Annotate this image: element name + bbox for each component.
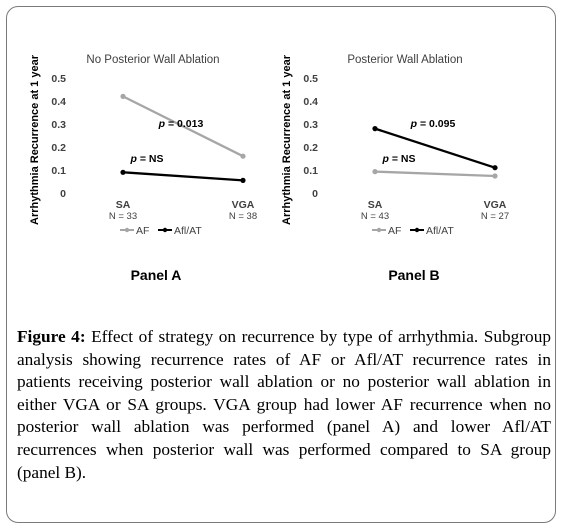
p-value-annotation: p = NS — [130, 153, 164, 165]
y-tick-label: 0.1 — [51, 165, 66, 177]
caption-text: Effect of strategy on recurrence by type… — [17, 327, 551, 482]
data-point-af — [372, 169, 378, 175]
x-category-n-label: N = 43 — [361, 211, 389, 222]
y-tick-label: 0.4 — [303, 96, 318, 108]
panel-b-label: Panel B — [388, 267, 440, 283]
y-tick-label: 0.2 — [51, 142, 66, 154]
series-line-afl-at — [374, 127, 496, 169]
y-tick-label: 0.5 — [51, 73, 66, 85]
legend-marker-afl-at — [414, 227, 420, 233]
p-value-annotation: p = 0.013 — [158, 118, 204, 130]
data-point-af — [120, 93, 126, 99]
data-point-af — [492, 173, 498, 179]
x-category-label: VGA — [484, 199, 507, 211]
chart-title: Posterior Wall Ablation — [347, 54, 462, 66]
x-category-n-label: N = 38 — [229, 211, 257, 222]
legend-label-af: AF — [388, 225, 401, 237]
data-point-af — [240, 153, 246, 159]
x-category-n-label: N = 27 — [481, 211, 509, 222]
legend-marker-afl-at — [162, 227, 168, 233]
y-tick-label: 0.4 — [51, 96, 66, 108]
y-tick-label: 0.1 — [303, 165, 318, 177]
data-point-afl-at — [492, 165, 498, 171]
data-point-afl-at — [372, 126, 378, 132]
figure-caption: Figure 4: Effect of strategy on recurren… — [17, 326, 551, 484]
p-value-annotation: p = NS — [382, 153, 416, 165]
data-point-afl-at — [240, 177, 246, 183]
legend-label-afl-at: Afl/AT — [426, 225, 454, 237]
y-tick-label: 0.3 — [303, 119, 318, 131]
series-line-afl-at — [122, 171, 244, 182]
chart-panel-b: Posterior Wall Ablation Arrhythmia Recurr… — [281, 54, 509, 237]
x-category-label: SA — [116, 199, 131, 211]
legend-label-afl-at: Afl/AT — [174, 225, 202, 237]
y-tick-label: 0 — [312, 188, 318, 200]
figure-frame — [6, 6, 556, 523]
y-axis-label: Arrhythmia Recurrence at 1 year — [29, 54, 41, 225]
y-tick-label: 0.3 — [51, 119, 66, 131]
y-axis-label: Arrhythmia Recurrence at 1 year — [281, 54, 293, 225]
y-tick-label: 0.5 — [303, 73, 318, 85]
figure-label: Figure 4: — [17, 327, 86, 346]
chart-panel-a: No Posterior Wall Ablation Arrhythmia Rec… — [29, 54, 257, 237]
series-line-af — [374, 170, 496, 178]
y-tick-label: 0 — [60, 188, 66, 200]
y-tick-label: 0.2 — [303, 142, 318, 154]
chart-title: No Posterior Wall Ablation — [86, 54, 219, 66]
x-category-n-label: N = 33 — [109, 211, 137, 222]
x-category-label: SA — [368, 199, 383, 211]
series-line-af — [122, 95, 244, 158]
legend-marker-af — [124, 227, 130, 233]
data-point-afl-at — [120, 169, 126, 175]
legend-label-af: AF — [136, 225, 149, 237]
legend-marker-af — [376, 227, 382, 233]
x-category-label: VGA — [232, 199, 255, 211]
panel-a-label: Panel A — [130, 267, 182, 283]
p-value-annotation: p = 0.095 — [410, 118, 456, 130]
